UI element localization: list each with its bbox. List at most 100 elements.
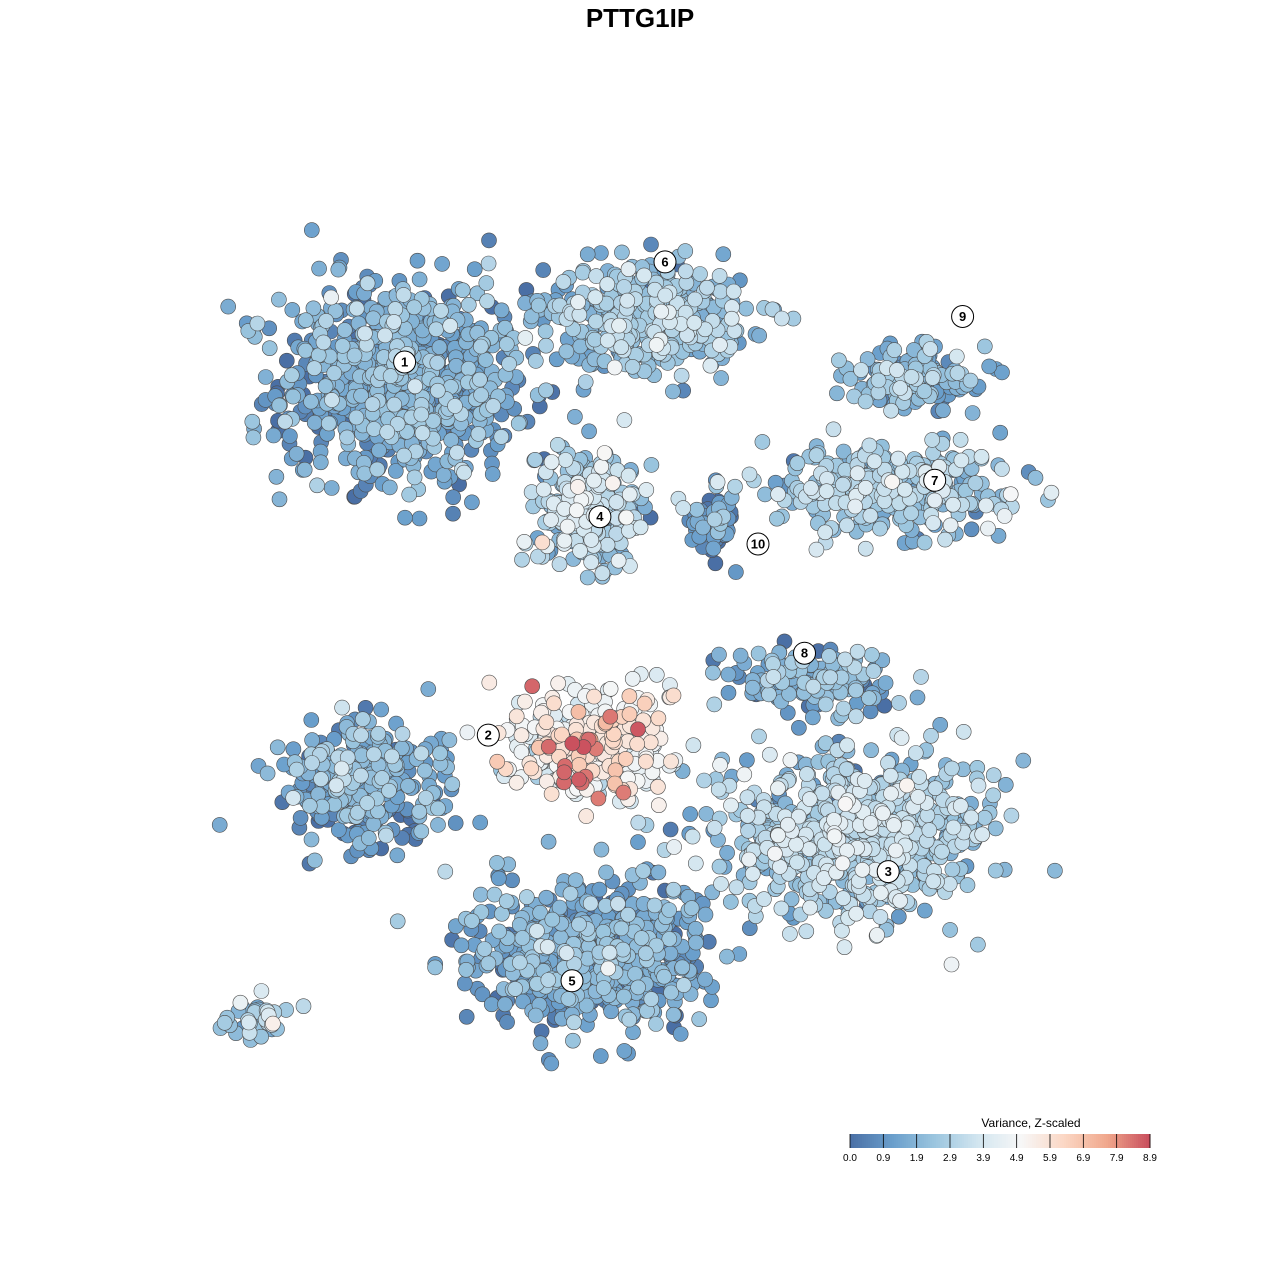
cell-point bbox=[312, 454, 329, 471]
cell-point bbox=[723, 310, 740, 327]
cell-point bbox=[241, 1014, 257, 1031]
cell-point bbox=[400, 778, 416, 794]
cell-point bbox=[473, 387, 489, 403]
cell-point bbox=[445, 489, 462, 506]
cell-point bbox=[903, 505, 919, 522]
cell-point bbox=[791, 719, 807, 736]
cell-point bbox=[590, 790, 607, 807]
cluster-label-text: 7 bbox=[931, 473, 938, 488]
cell-point bbox=[754, 434, 771, 450]
cell-point bbox=[489, 753, 506, 770]
cell-point bbox=[564, 735, 581, 752]
colorbar-tick-label: 3.9 bbox=[976, 1153, 990, 1164]
cell-point bbox=[285, 790, 302, 806]
cell-point bbox=[591, 881, 608, 898]
cell-point bbox=[328, 777, 345, 794]
cell-point bbox=[339, 429, 355, 446]
cell-point bbox=[942, 517, 959, 534]
cell-point bbox=[407, 378, 423, 395]
cell-point bbox=[577, 374, 594, 390]
cell-point bbox=[770, 486, 786, 503]
cluster-label-text: 1 bbox=[401, 355, 408, 370]
cell-point bbox=[336, 322, 353, 338]
cell-point bbox=[636, 267, 652, 284]
cell-point bbox=[611, 317, 627, 334]
cell-point bbox=[944, 861, 961, 878]
cluster-label-text: 8 bbox=[801, 646, 808, 661]
cell-point bbox=[353, 727, 369, 744]
cell-point bbox=[992, 424, 1009, 441]
cell-point bbox=[578, 808, 595, 824]
cell-point bbox=[686, 314, 703, 331]
cell-point bbox=[889, 362, 905, 378]
cell-point bbox=[893, 730, 910, 746]
cell-point bbox=[985, 767, 1002, 784]
cell-point bbox=[883, 785, 899, 802]
cell-point bbox=[994, 461, 1010, 477]
cell-point bbox=[732, 647, 749, 664]
cell-point bbox=[825, 421, 842, 438]
cell-point bbox=[870, 372, 887, 389]
colorbar-tick-label: 4.9 bbox=[1010, 1153, 1024, 1164]
cell-point bbox=[377, 327, 393, 344]
cell-point bbox=[474, 986, 491, 1003]
cell-point bbox=[369, 461, 386, 478]
cell-point bbox=[557, 452, 574, 468]
cell-point bbox=[976, 338, 993, 355]
cell-point bbox=[804, 709, 821, 726]
cell-point bbox=[663, 753, 679, 770]
cell-point bbox=[884, 474, 900, 490]
cell-point bbox=[980, 520, 996, 537]
cell-point bbox=[257, 369, 274, 385]
cell-point bbox=[601, 944, 618, 961]
cell-point bbox=[330, 261, 347, 278]
cell-point bbox=[899, 777, 915, 794]
cell-point bbox=[817, 696, 834, 713]
cell-point bbox=[687, 291, 703, 308]
cell-point bbox=[750, 645, 767, 662]
cell-point bbox=[751, 327, 768, 344]
cell-point bbox=[535, 481, 552, 498]
cell-point bbox=[706, 511, 723, 528]
cell-point bbox=[978, 497, 994, 514]
cell-point bbox=[715, 246, 732, 262]
cell-point bbox=[803, 480, 819, 496]
cell-point bbox=[1047, 862, 1063, 879]
cell-point bbox=[801, 791, 818, 807]
cell-point bbox=[555, 273, 572, 290]
cell-point bbox=[603, 1003, 619, 1020]
cell-point bbox=[706, 820, 723, 836]
cell-point bbox=[952, 798, 969, 814]
cell-point bbox=[387, 463, 404, 479]
cell-point bbox=[865, 663, 882, 679]
cell-point bbox=[449, 444, 465, 461]
cell-point bbox=[586, 472, 602, 489]
cell-point bbox=[630, 721, 646, 738]
cell-point bbox=[769, 510, 785, 527]
cell-point bbox=[570, 294, 586, 310]
cell-point bbox=[650, 778, 666, 795]
cluster-label-text: 5 bbox=[568, 973, 575, 988]
cell-point bbox=[835, 476, 851, 493]
cell-point bbox=[599, 536, 616, 553]
cell-point bbox=[890, 908, 907, 925]
cell-point bbox=[987, 820, 1004, 837]
cell-point bbox=[460, 360, 477, 377]
cell-point bbox=[540, 833, 557, 850]
cell-point bbox=[648, 666, 665, 683]
cell-point bbox=[648, 337, 665, 353]
cell-point bbox=[364, 396, 381, 413]
cell-point bbox=[650, 864, 667, 881]
cell-point bbox=[306, 360, 323, 377]
cell-point bbox=[821, 648, 837, 664]
cell-point bbox=[924, 432, 941, 448]
cell-point bbox=[921, 822, 938, 838]
cell-point bbox=[697, 906, 714, 923]
cell-point bbox=[630, 814, 647, 831]
cell-point bbox=[493, 302, 510, 319]
cell-point bbox=[673, 367, 690, 384]
cell-point bbox=[710, 781, 727, 798]
cell-point bbox=[282, 428, 298, 444]
cell-point bbox=[698, 806, 715, 822]
cell-point bbox=[722, 894, 739, 910]
